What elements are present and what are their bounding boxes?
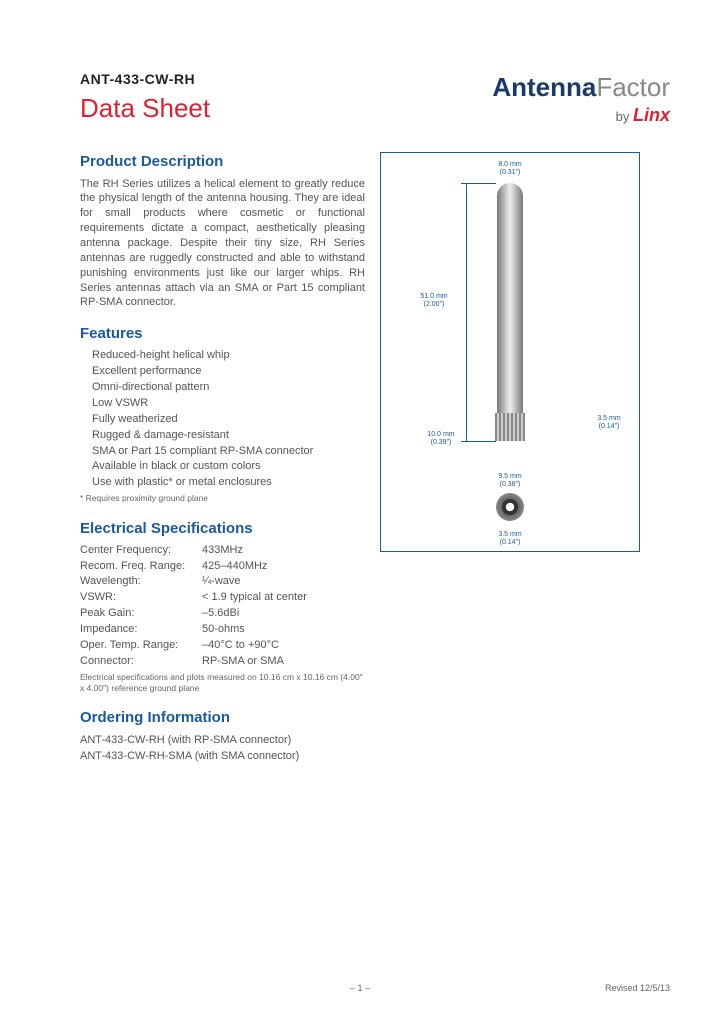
dim-line <box>466 183 467 441</box>
spec-label: Oper. Temp. Range: <box>80 638 202 653</box>
spec-label: Connector: <box>80 654 202 669</box>
spec-value: –5.6dBi <box>202 606 239 621</box>
logo-byline: by Linx <box>492 103 670 127</box>
feature-item: Available in black or custom colors <box>92 459 365 474</box>
spec-label: VSWR: <box>80 590 202 605</box>
spec-value: 50-ohms <box>202 622 245 637</box>
ordering-item: ANT-433-CW-RH (with RP-SMA connector) <box>80 733 365 748</box>
spec-label: Impedance: <box>80 622 202 637</box>
section-heading-specs: Electrical Specifications <box>80 519 365 539</box>
features-footnote: * Requires proximity ground plane <box>80 493 365 504</box>
section-heading-description: Product Description <box>80 152 365 172</box>
spec-value: –40°C to +90°C <box>202 638 279 653</box>
spec-row: VSWR:< 1.9 typical at center <box>80 590 365 605</box>
dim-label: 9.5 mm (0.38") <box>495 473 525 488</box>
logo-linx: Linx <box>633 105 670 125</box>
spec-value: 425–440MHz <box>202 559 267 574</box>
logo: AntennaFactor by Linx <box>492 70 670 127</box>
spec-row: Center Frequency:433MHz <box>80 543 365 558</box>
spec-row: Wavelength:¼-wave <box>80 574 365 589</box>
feature-item: Omni-directional pattern <box>92 380 365 395</box>
dim-line <box>461 441 496 442</box>
ordering-list: ANT-433-CW-RH (with RP-SMA connector) AN… <box>80 733 365 764</box>
logo-brand1: Antenna <box>492 72 596 102</box>
spec-row: Recom. Freq. Range:425–440MHz <box>80 559 365 574</box>
spec-label: Peak Gain: <box>80 606 202 621</box>
feature-item: Reduced-height helical whip <box>92 348 365 363</box>
dim-label: 10.0 mm (0.39") <box>421 431 461 446</box>
ordering-item: ANT-433-CW-RH-SMA (with SMA connector) <box>80 749 365 764</box>
feature-item: SMA or Part 15 compliant RP-SMA connecto… <box>92 444 365 459</box>
dim-line <box>461 183 496 184</box>
dim-label: 3.5 mm (0.14") <box>495 531 525 546</box>
right-column: 8.0 mm (0.31") 51.0 mm (2.00") 3.5 mm (0… <box>380 152 670 764</box>
spec-value: RP-SMA or SMA <box>202 654 284 669</box>
features-list: Reduced-height helical whip Excellent pe… <box>80 348 365 490</box>
header-left: ANT-433-CW-RH Data Sheet <box>80 70 210 126</box>
spec-label: Wavelength: <box>80 574 202 589</box>
description-text: The RH Series utilizes a helical element… <box>80 177 365 311</box>
section-heading-ordering: Ordering Information <box>80 708 365 728</box>
specs-table: Center Frequency:433MHz Recom. Freq. Ran… <box>80 543 365 669</box>
feature-item: Use with plastic* or metal enclosures <box>92 475 365 490</box>
spec-label: Center Frequency: <box>80 543 202 558</box>
spec-value: ¼-wave <box>202 574 241 589</box>
antenna-bottom-icon <box>496 493 524 521</box>
antenna-body-icon <box>497 183 523 413</box>
part-number: ANT-433-CW-RH <box>80 70 210 89</box>
spec-row: Impedance:50-ohms <box>80 622 365 637</box>
feature-item: Excellent performance <box>92 364 365 379</box>
spec-row: Oper. Temp. Range:–40°C to +90°C <box>80 638 365 653</box>
feature-item: Fully weatherized <box>92 412 365 427</box>
antenna-knurl-icon <box>495 413 525 441</box>
spec-value: 433MHz <box>202 543 243 558</box>
dim-label: 51.0 mm (2.00") <box>409 293 459 308</box>
spec-value: < 1.9 typical at center <box>202 590 307 605</box>
dim-label: 8.0 mm (0.31") <box>495 161 525 176</box>
specs-footnote: Electrical specifications and plots meas… <box>80 672 365 695</box>
revised-date: Revised 12/5/13 <box>605 982 670 994</box>
spec-label: Recom. Freq. Range: <box>80 559 202 574</box>
feature-item: Rugged & damage-resistant <box>92 428 365 443</box>
feature-item: Low VSWR <box>92 396 365 411</box>
header: ANT-433-CW-RH Data Sheet AntennaFactor b… <box>80 70 670 127</box>
content: Product Description The RH Series utiliz… <box>80 152 670 764</box>
dim-label: 3.5 mm (0.14") <box>589 415 629 430</box>
spec-row: Connector:RP-SMA or SMA <box>80 654 365 669</box>
section-heading-features: Features <box>80 324 365 344</box>
doc-title: Data Sheet <box>80 91 210 126</box>
antenna-diagram: 8.0 mm (0.31") 51.0 mm (2.00") 3.5 mm (0… <box>380 152 640 552</box>
left-column: Product Description The RH Series utiliz… <box>80 152 380 764</box>
spec-row: Peak Gain:–5.6dBi <box>80 606 365 621</box>
logo-brand2: Factor <box>596 72 670 102</box>
